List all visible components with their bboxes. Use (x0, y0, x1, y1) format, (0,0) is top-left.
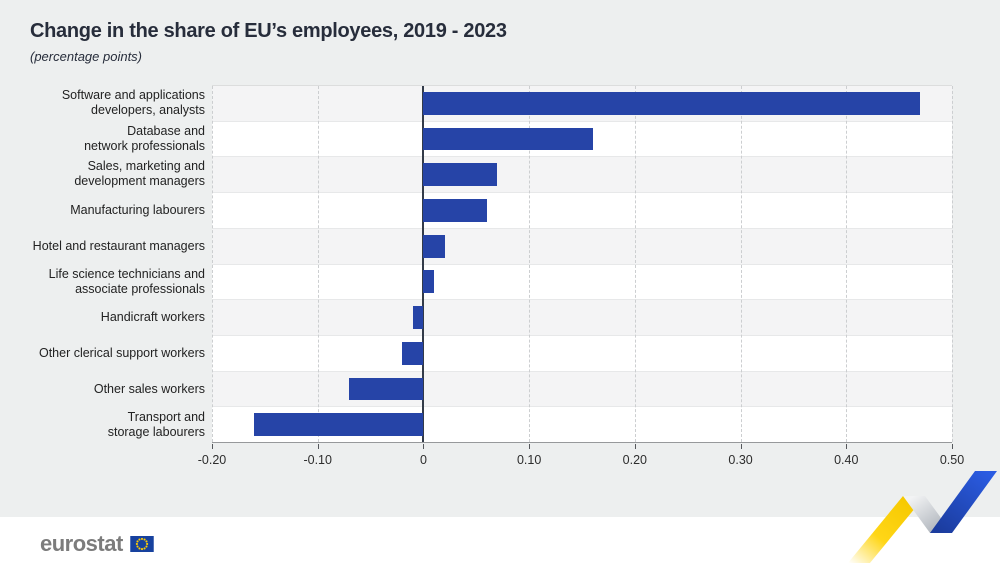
x-tick-label: 0 (419, 453, 427, 467)
chart-row (212, 299, 952, 335)
category-labels-column: Software and applications developers, an… (8, 85, 205, 443)
bar-positive (423, 127, 593, 151)
bar-positive (423, 91, 921, 115)
bar-positive (423, 270, 434, 294)
bar-negative (254, 413, 424, 437)
tick-mark (212, 444, 213, 449)
chart-subtitle: (percentage points) (30, 49, 143, 64)
ribbon-blue-segment (930, 471, 997, 533)
x-tick-label: -0.20 (197, 453, 227, 467)
bar-positive (423, 234, 445, 258)
eurostat-logo-text: eurostat (40, 531, 123, 556)
eu-flag-icon (130, 536, 154, 552)
x-tick-label: -0.10 (303, 453, 332, 467)
category-label: Database and network professionals (84, 123, 205, 153)
category-label: Life science technicians and associate p… (48, 266, 205, 296)
x-tick-label: 0.10 (516, 453, 542, 467)
tick-mark (846, 444, 848, 449)
x-tick-label: 0.40 (834, 453, 859, 467)
category-label: Handicraft workers (100, 310, 205, 325)
chart-row (212, 263, 952, 300)
chart-row (212, 227, 952, 264)
bar-negative (412, 306, 424, 329)
category-label: Software and applications developers, an… (61, 87, 205, 117)
chart-row (212, 120, 952, 157)
chart-row (212, 370, 952, 407)
tick-mark (423, 444, 425, 449)
chart-row (212, 156, 952, 193)
chart-row (212, 334, 952, 371)
tick-mark (952, 444, 953, 449)
ribbon-yellow-segment (847, 496, 925, 563)
x-tick-label: 0.50 (939, 453, 965, 467)
tick-mark (634, 444, 636, 449)
category-label: Other clerical support workers (38, 345, 205, 360)
category-label: Manufacturing labourers (70, 202, 205, 217)
bar-positive (423, 163, 498, 187)
plot-area (212, 85, 953, 443)
chart-title: Change in the share of EU’s employees, 2… (30, 20, 507, 42)
bar-negative (402, 341, 424, 365)
category-label: Hotel and restaurant managers (32, 238, 205, 253)
chart-row (212, 192, 952, 228)
bar-positive (423, 199, 487, 222)
chart-row (212, 406, 952, 443)
bar-negative (349, 377, 424, 401)
chart-row (212, 86, 952, 121)
tick-mark (740, 444, 742, 449)
ribbon-arrow-decoration (847, 471, 997, 563)
tick-mark (529, 444, 531, 449)
category-label: Transport and storage labourers (107, 410, 205, 440)
category-label: Sales, marketing and development manager… (74, 159, 205, 189)
category-label: Other sales workers (93, 381, 205, 396)
x-axis: -0.20 -0.10 0 0.10 0.20 0.30 0.40 0.50 (198, 444, 964, 474)
x-tick-label: 0.20 (622, 453, 648, 467)
tick-mark (317, 444, 319, 449)
x-tick-label: 0.30 (728, 453, 753, 467)
eurostat-logo: eurostat (40, 532, 154, 556)
